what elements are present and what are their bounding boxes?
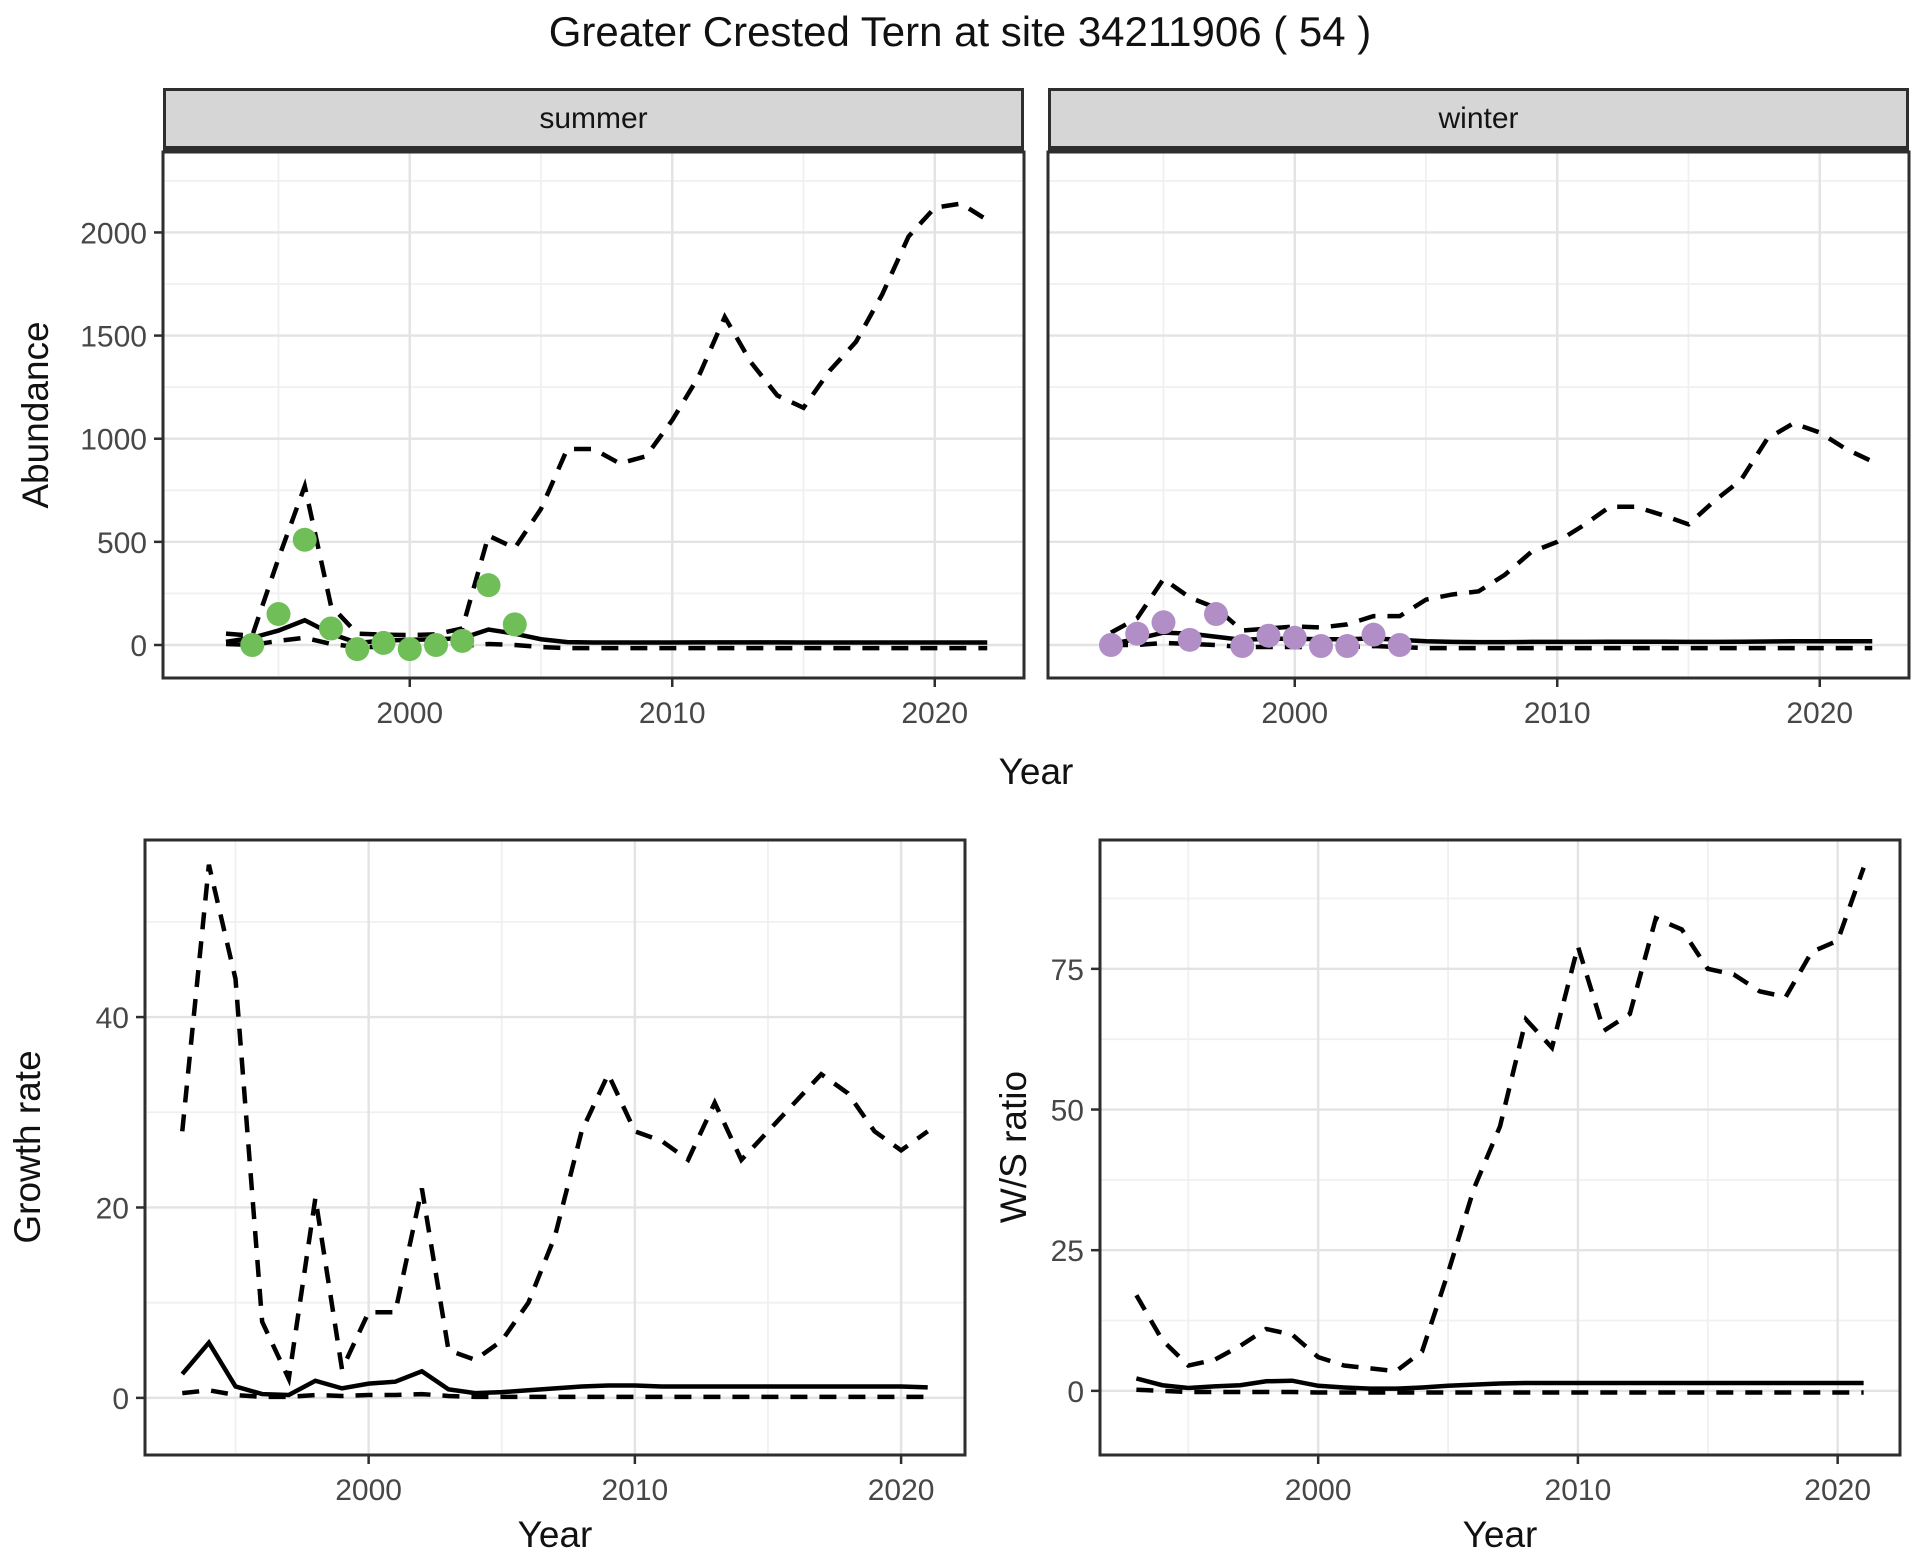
x-tick-label: 2000 [1261,697,1328,730]
ws-ratio-mean-line [1135,1376,1864,1391]
growth-rate-upper-ci-line [180,864,930,1387]
abundance-summer-observation-point [502,612,527,637]
panel-border [1098,838,1902,1457]
y-axis-title-ws-ratio: W/S ratio [993,1070,1034,1224]
abundance-summer-observation-point [319,616,343,641]
abundance-summer-observation-point [424,632,448,657]
x-axis-title-ws-ratio: Year [1462,1514,1538,1555]
abundance-summer-observation-point [292,527,317,552]
abundance-winter-upper-ci-line [1109,420,1874,635]
facet-strip-summer-label: summer [539,101,648,135]
facet-strip-summer: summer [163,88,1024,152]
abundance-winter-observation-point [1125,621,1150,646]
y-tick-label: 0 [112,1383,129,1416]
y-tick-label: 1000 [80,424,147,457]
abundance-winter-observation-point [1230,634,1255,659]
y-tick-label: 75 [1051,954,1084,987]
y-tick-label: 1500 [80,321,147,354]
x-tick-label: 2000 [1285,1474,1352,1507]
abundance-summer-observation-point [266,602,291,627]
chart-title: Greater Crested Tern at site 34211906 ( … [548,8,1372,55]
plot-panel-abundance-winter [1048,152,1909,678]
x-axis-title-growth-rate: Year [517,1514,593,1555]
y-tick-label: 0 [130,630,147,663]
plot-panel-ws-ratio [1100,840,1900,1455]
panel-abundance-summer: 2000 2010 2020 0 500 1000 1500 2000 [80,150,1026,730]
abundance-summer-observation-point [397,637,422,662]
abundance-winter-observation-point [1309,634,1333,659]
panel-growth-rate: 2000 2010 2020 0 20 40 [96,838,967,1507]
abundance-winter-observation-point [1361,622,1386,647]
y-tick-label: 500 [97,527,147,560]
y-tick-label: 50 [1051,1095,1084,1128]
x-tick-label: 2010 [1524,697,1591,730]
abundance-winter-observation-point [1151,610,1176,635]
plot-panel-growth-rate [145,840,965,1455]
y-tick-label: 20 [96,1192,129,1225]
facet-strip-winter: winter [1048,88,1909,152]
abundance-summer-observation-point [450,628,475,653]
y-axis-title-abundance: Abundance [15,321,56,509]
growth-rate-mean-line [180,1338,928,1398]
ws-ratio-upper-ci-line [1134,866,1866,1374]
abundance-summer-observation-point [476,573,501,598]
x-tick-label: 2020 [868,1474,935,1507]
y-tick-label: 2000 [80,217,147,250]
abundance-winter-observation-point [1204,602,1228,627]
x-tick-label: 2000 [335,1474,402,1507]
panel-border [161,150,1026,680]
abundance-summer-observation-point [345,637,370,662]
x-tick-label: 2010 [601,1474,668,1507]
panel-border [1046,150,1911,680]
panel-ws-ratio: 2000 2010 2020 0 25 50 75 [1051,838,1902,1507]
x-axis-title-top: Year [998,751,1074,792]
x-tick-label: 2020 [1786,697,1853,730]
ws-ratio-lower-ci-line [1136,1387,1864,1395]
abundance-winter-observation-point [1177,627,1202,652]
panel-abundance-winter: 2000 2010 2020 [1046,150,1911,730]
abundance-winter-observation-point [1282,625,1307,650]
x-tick-label: 2010 [1545,1474,1612,1507]
x-tick-label: 2020 [901,697,968,730]
y-tick-label: 0 [1067,1376,1084,1409]
abundance-winter-observation-point [1256,623,1281,648]
abundance-summer-observation-point [371,630,396,655]
abundance-winter-observation-point [1387,632,1412,657]
abundance-winter-observation-point [1099,632,1123,657]
abundance-summer-observation-point [240,632,265,657]
x-tick-label: 2020 [1804,1474,1871,1507]
abundance-summer-upper-ci-line [225,201,989,639]
facet-strip-winter-label: winter [1438,101,1519,135]
plot-panel-abundance-summer [163,152,1024,678]
x-tick-label: 2000 [376,697,443,730]
x-tick-label: 2010 [639,697,706,730]
y-tick-label: 40 [96,1002,129,1035]
abundance-winter-observation-point [1335,634,1360,659]
y-axis-title-growth-rate: Growth rate [7,1050,48,1244]
y-tick-label: 25 [1051,1235,1084,1268]
growth-rate-lower-ci-line [182,1387,928,1400]
panel-border [143,838,967,1457]
